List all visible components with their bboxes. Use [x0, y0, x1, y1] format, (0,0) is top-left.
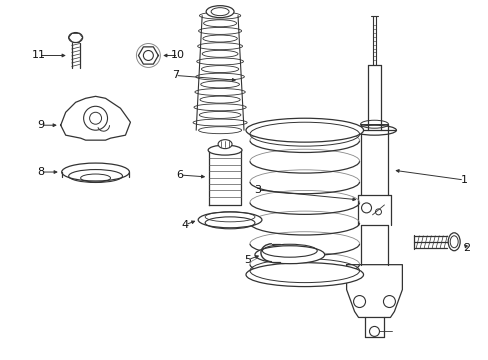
Ellipse shape: [68, 32, 82, 42]
Ellipse shape: [198, 212, 262, 228]
Text: 4: 4: [182, 220, 188, 230]
Ellipse shape: [245, 263, 363, 287]
Text: 6: 6: [176, 170, 183, 180]
Polygon shape: [61, 96, 130, 140]
Polygon shape: [209, 150, 241, 205]
Text: 3: 3: [254, 185, 261, 195]
Ellipse shape: [206, 6, 234, 18]
Polygon shape: [346, 265, 402, 318]
Text: 10: 10: [171, 50, 185, 60]
Polygon shape: [138, 47, 158, 64]
Text: 9: 9: [37, 120, 44, 130]
Text: 5: 5: [244, 255, 251, 265]
Text: 8: 8: [37, 167, 44, 177]
Ellipse shape: [61, 163, 129, 181]
Ellipse shape: [254, 246, 324, 264]
Text: 1: 1: [460, 175, 467, 185]
Text: 11: 11: [32, 50, 46, 60]
Ellipse shape: [245, 118, 363, 142]
Text: 7: 7: [171, 71, 179, 80]
Ellipse shape: [447, 233, 459, 251]
Ellipse shape: [208, 145, 242, 155]
Ellipse shape: [218, 140, 232, 149]
Text: 2: 2: [463, 243, 470, 253]
